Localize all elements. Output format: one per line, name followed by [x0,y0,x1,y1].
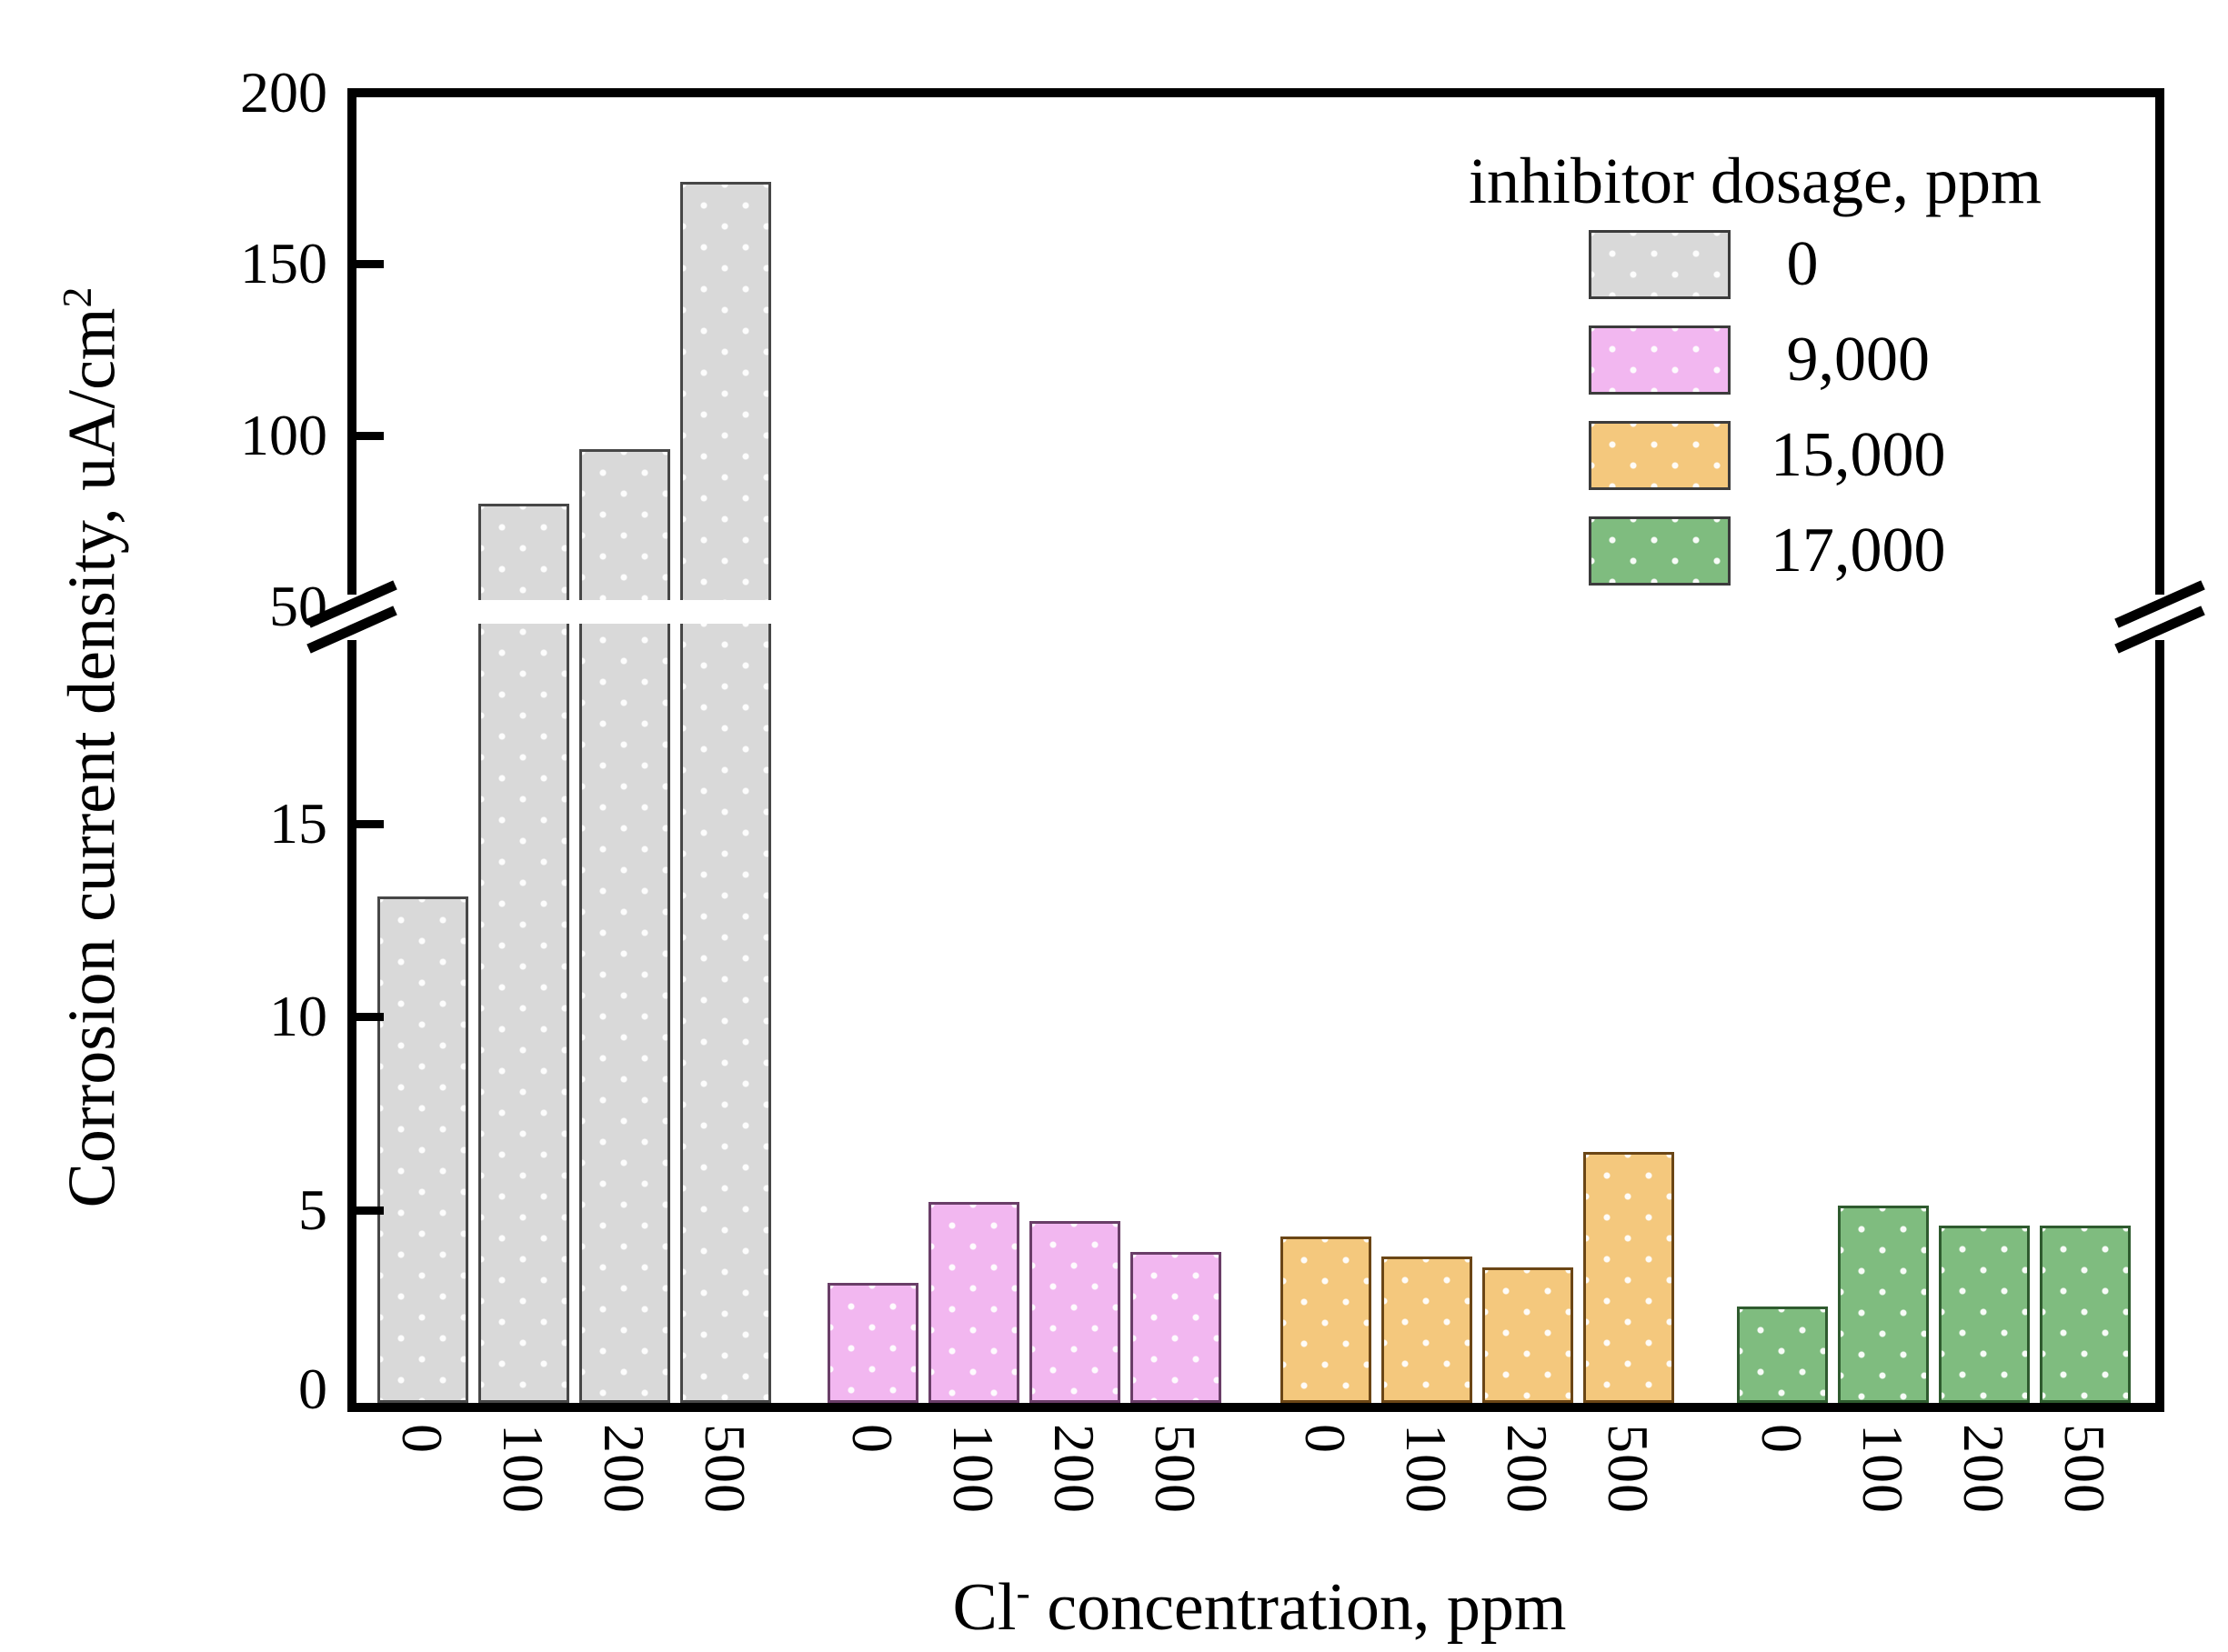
y-axis-title: Corrosion current density, uA/cm2 [53,286,130,1208]
x-tick-label: 200 [1042,1424,1107,1514]
x-tick-label: 0 [1293,1424,1358,1454]
x-axis-title-superscript: - [1016,1568,1030,1616]
x-tick-label: 200 [1495,1424,1560,1514]
y-tick-mark [356,431,384,440]
legend-label: 15,000 [1771,420,1946,490]
plot-frame [347,88,2164,1412]
x-tick-label: 0 [840,1424,905,1454]
bar-0-0 [377,896,468,1403]
y-tick-label: 15 [269,790,327,856]
legend-label: 9,000 [1771,325,1931,395]
y-tick-label: 0 [298,1357,327,1421]
bar-0-100 [478,503,569,1403]
bar-9000-100 [928,1202,1019,1403]
x-tick-label: 500 [693,1424,758,1514]
y-tick-label: 50 [269,574,327,638]
bar-17000-100 [1838,1206,1929,1403]
x-tick-label: 200 [592,1424,657,1514]
bar-9000-500 [1130,1252,1221,1403]
y-tick-mark [356,1206,384,1215]
bar-15000-0 [1280,1236,1371,1403]
bar-17000-200 [1939,1225,2030,1403]
bar-15000-100 [1381,1256,1472,1403]
y-tick-label: 5 [298,1176,327,1242]
legend-swatch-icon [1589,516,1731,586]
legend-swatch-icon [1589,325,1731,395]
y-tick-label: 10 [269,984,327,1048]
legend-label: 17,000 [1771,516,1946,586]
x-tick-label: 100 [941,1424,1006,1514]
bar-15000-500 [1583,1151,1674,1403]
x-tick-label: 100 [1394,1424,1459,1514]
bar-9000-200 [1029,1221,1120,1403]
legend-swatch-icon [1589,230,1731,299]
y-tick-mark [356,260,384,269]
axis-break-band [356,600,2155,624]
y-tick-label: 200 [240,59,327,125]
bar-15000-200 [1482,1267,1573,1403]
x-tick-label: 500 [1596,1424,1661,1514]
bar-0-500 [680,181,771,1403]
bar-17000-500 [2040,1225,2131,1403]
x-tick-label: 0 [1750,1424,1814,1454]
x-tick-label: 500 [1143,1424,1208,1514]
bar-9000-0 [828,1283,918,1403]
y-tick-label: 150 [240,231,327,296]
x-tick-label: 100 [1851,1424,1915,1514]
y-tick-mark [356,819,384,828]
legend-title: inhibitor dosage, ppm [1469,145,2042,217]
x-tick-label: 200 [1952,1424,2016,1514]
x-tick-label: 0 [390,1424,455,1454]
x-tick-label: 500 [2052,1424,2117,1514]
legend-swatch-icon [1589,421,1731,490]
x-tick-label: 100 [491,1424,556,1514]
bar-17000-0 [1737,1306,1828,1403]
x-axis-title: Cl- concentration, ppm [952,1568,1567,1645]
y-tick-label: 100 [240,402,327,467]
y-axis-title-superscript: 2 [53,286,100,308]
legend-label: 0 [1771,229,1819,299]
y-tick-mark [356,1013,384,1021]
